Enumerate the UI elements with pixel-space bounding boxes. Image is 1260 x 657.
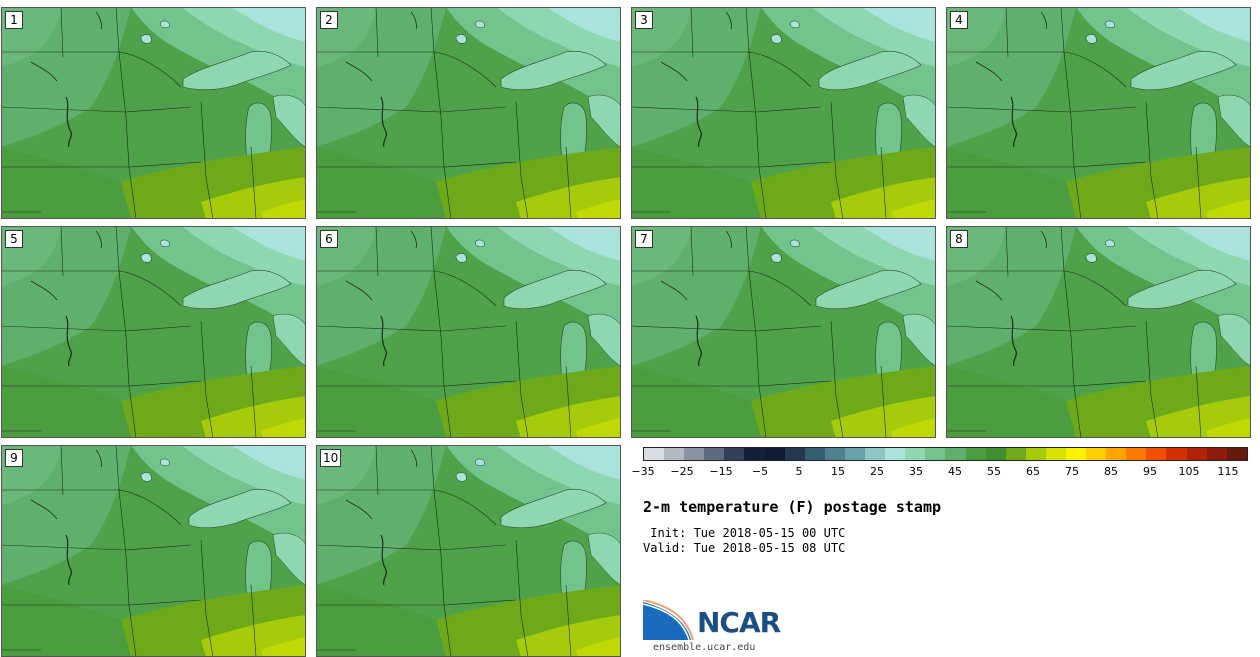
colorbar-swatch [1166, 448, 1187, 460]
member-number-label: 3 [635, 11, 653, 29]
member-number-label: 6 [320, 230, 338, 248]
ensemble-member-map: 5 [1, 226, 306, 438]
member-number-label: 1 [5, 11, 23, 29]
ensemble-member-map: 7 [631, 226, 936, 438]
member-number-label: 10 [320, 449, 342, 467]
colorbar-tick: 25 [870, 465, 884, 478]
colorbar-swatch [1086, 448, 1107, 460]
colorbar-swatch [1226, 448, 1247, 460]
colorbar-swatch [1206, 448, 1227, 460]
colorbar-swatch [724, 448, 745, 460]
colorbar-swatch [1106, 448, 1127, 460]
ensemble-member-map: 1 [1, 7, 306, 219]
member-number-label: 9 [5, 449, 23, 467]
colorbar-swatch [1186, 448, 1207, 460]
map-title: 2-m temperature (F) postage stamp [643, 498, 942, 516]
colorbar-swatch [784, 448, 805, 460]
colorbar-swatch [844, 448, 866, 460]
colorbar-tick: 95 [1143, 465, 1157, 478]
colorbar-swatch [925, 448, 946, 460]
colorbar-tick: 105 [1178, 465, 1200, 478]
colorbar-swatch [885, 448, 906, 460]
colorbar-swatch [644, 448, 665, 460]
ensemble-member-map: 10 [316, 445, 621, 657]
colorbar-swatch [824, 448, 845, 460]
valid-time: Valid: Tue 2018-05-15 08 UTC [643, 541, 846, 555]
colorbar-swatch [905, 448, 926, 460]
colorbar-tick: 85 [1104, 465, 1118, 478]
colorbar-tick: −25 [670, 465, 694, 478]
colorbar-tick: 65 [1026, 465, 1040, 478]
member-number-label: 4 [950, 11, 968, 29]
colorbar-tick: 45 [948, 465, 962, 478]
colorbar-swatch [865, 448, 886, 460]
colorbar-swatch [1146, 448, 1167, 460]
colorbar-swatch [985, 448, 1006, 460]
colorbar-swatch [764, 448, 785, 460]
colorbar-tick: 55 [987, 465, 1001, 478]
ensemble-member-map: 8 [946, 226, 1251, 438]
member-number-label: 5 [5, 230, 23, 248]
colorbar-swatch [1025, 448, 1046, 460]
colorbar-swatch [704, 448, 725, 460]
colorbar-swatch [804, 448, 825, 460]
colorbar-tick: −15 [709, 465, 733, 478]
colorbar-tick: 15 [831, 465, 845, 478]
colorbar-tick-labels: −35 −25 −15 −5 5 15 25 35 45 55 65 75 85 95 105 115 [631, 465, 1248, 481]
member-number-label: 8 [950, 230, 968, 248]
colorbar-swatch [1065, 448, 1087, 460]
colorbar-swatch [965, 448, 986, 460]
colorbar-swatch [1126, 448, 1147, 460]
colorbar-swatch [945, 448, 966, 460]
ncar-logo-text: NCAR [697, 606, 781, 639]
ncar-logo-icon [643, 600, 694, 641]
colorbar-tick: −5 [751, 465, 769, 478]
ensemble-member-map: 9 [1, 445, 306, 657]
member-number-label: 7 [635, 230, 653, 248]
ensemble-member-map: 2 [316, 7, 621, 219]
colorbar-tick: 35 [909, 465, 923, 478]
ensemble-member-map: 4 [946, 7, 1251, 219]
colorbar-tick: 5 [795, 465, 803, 478]
colorbar-swatch [744, 448, 765, 460]
ensemble-member-map: 6 [316, 226, 621, 438]
colorbar-swatch [1005, 448, 1026, 460]
site-url: ensemble.ucar.edu [653, 642, 756, 653]
colorbar-swatch [684, 448, 705, 460]
colorbar-tick: −35 [631, 465, 655, 478]
colorbar-tick: 115 [1217, 465, 1239, 478]
init-time: Init: Tue 2018-05-15 00 UTC [643, 526, 846, 540]
temperature-colorbar [643, 447, 1248, 461]
member-number-label: 2 [320, 11, 338, 29]
colorbar-tick: 75 [1065, 465, 1079, 478]
colorbar-swatch [664, 448, 685, 460]
colorbar-swatch [1045, 448, 1066, 460]
ensemble-member-map: 3 [631, 7, 936, 219]
